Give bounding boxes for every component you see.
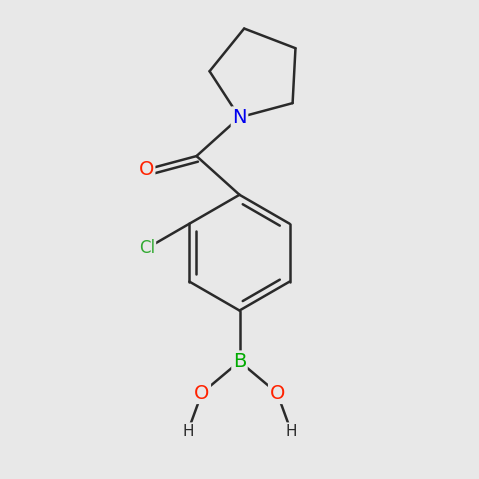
Text: O: O bbox=[270, 384, 285, 402]
Text: B: B bbox=[233, 352, 246, 371]
Text: H: H bbox=[182, 423, 194, 439]
Text: O: O bbox=[194, 384, 209, 402]
Text: H: H bbox=[285, 423, 297, 439]
Text: O: O bbox=[138, 160, 154, 179]
Text: Cl: Cl bbox=[139, 240, 155, 257]
Text: N: N bbox=[232, 108, 247, 127]
